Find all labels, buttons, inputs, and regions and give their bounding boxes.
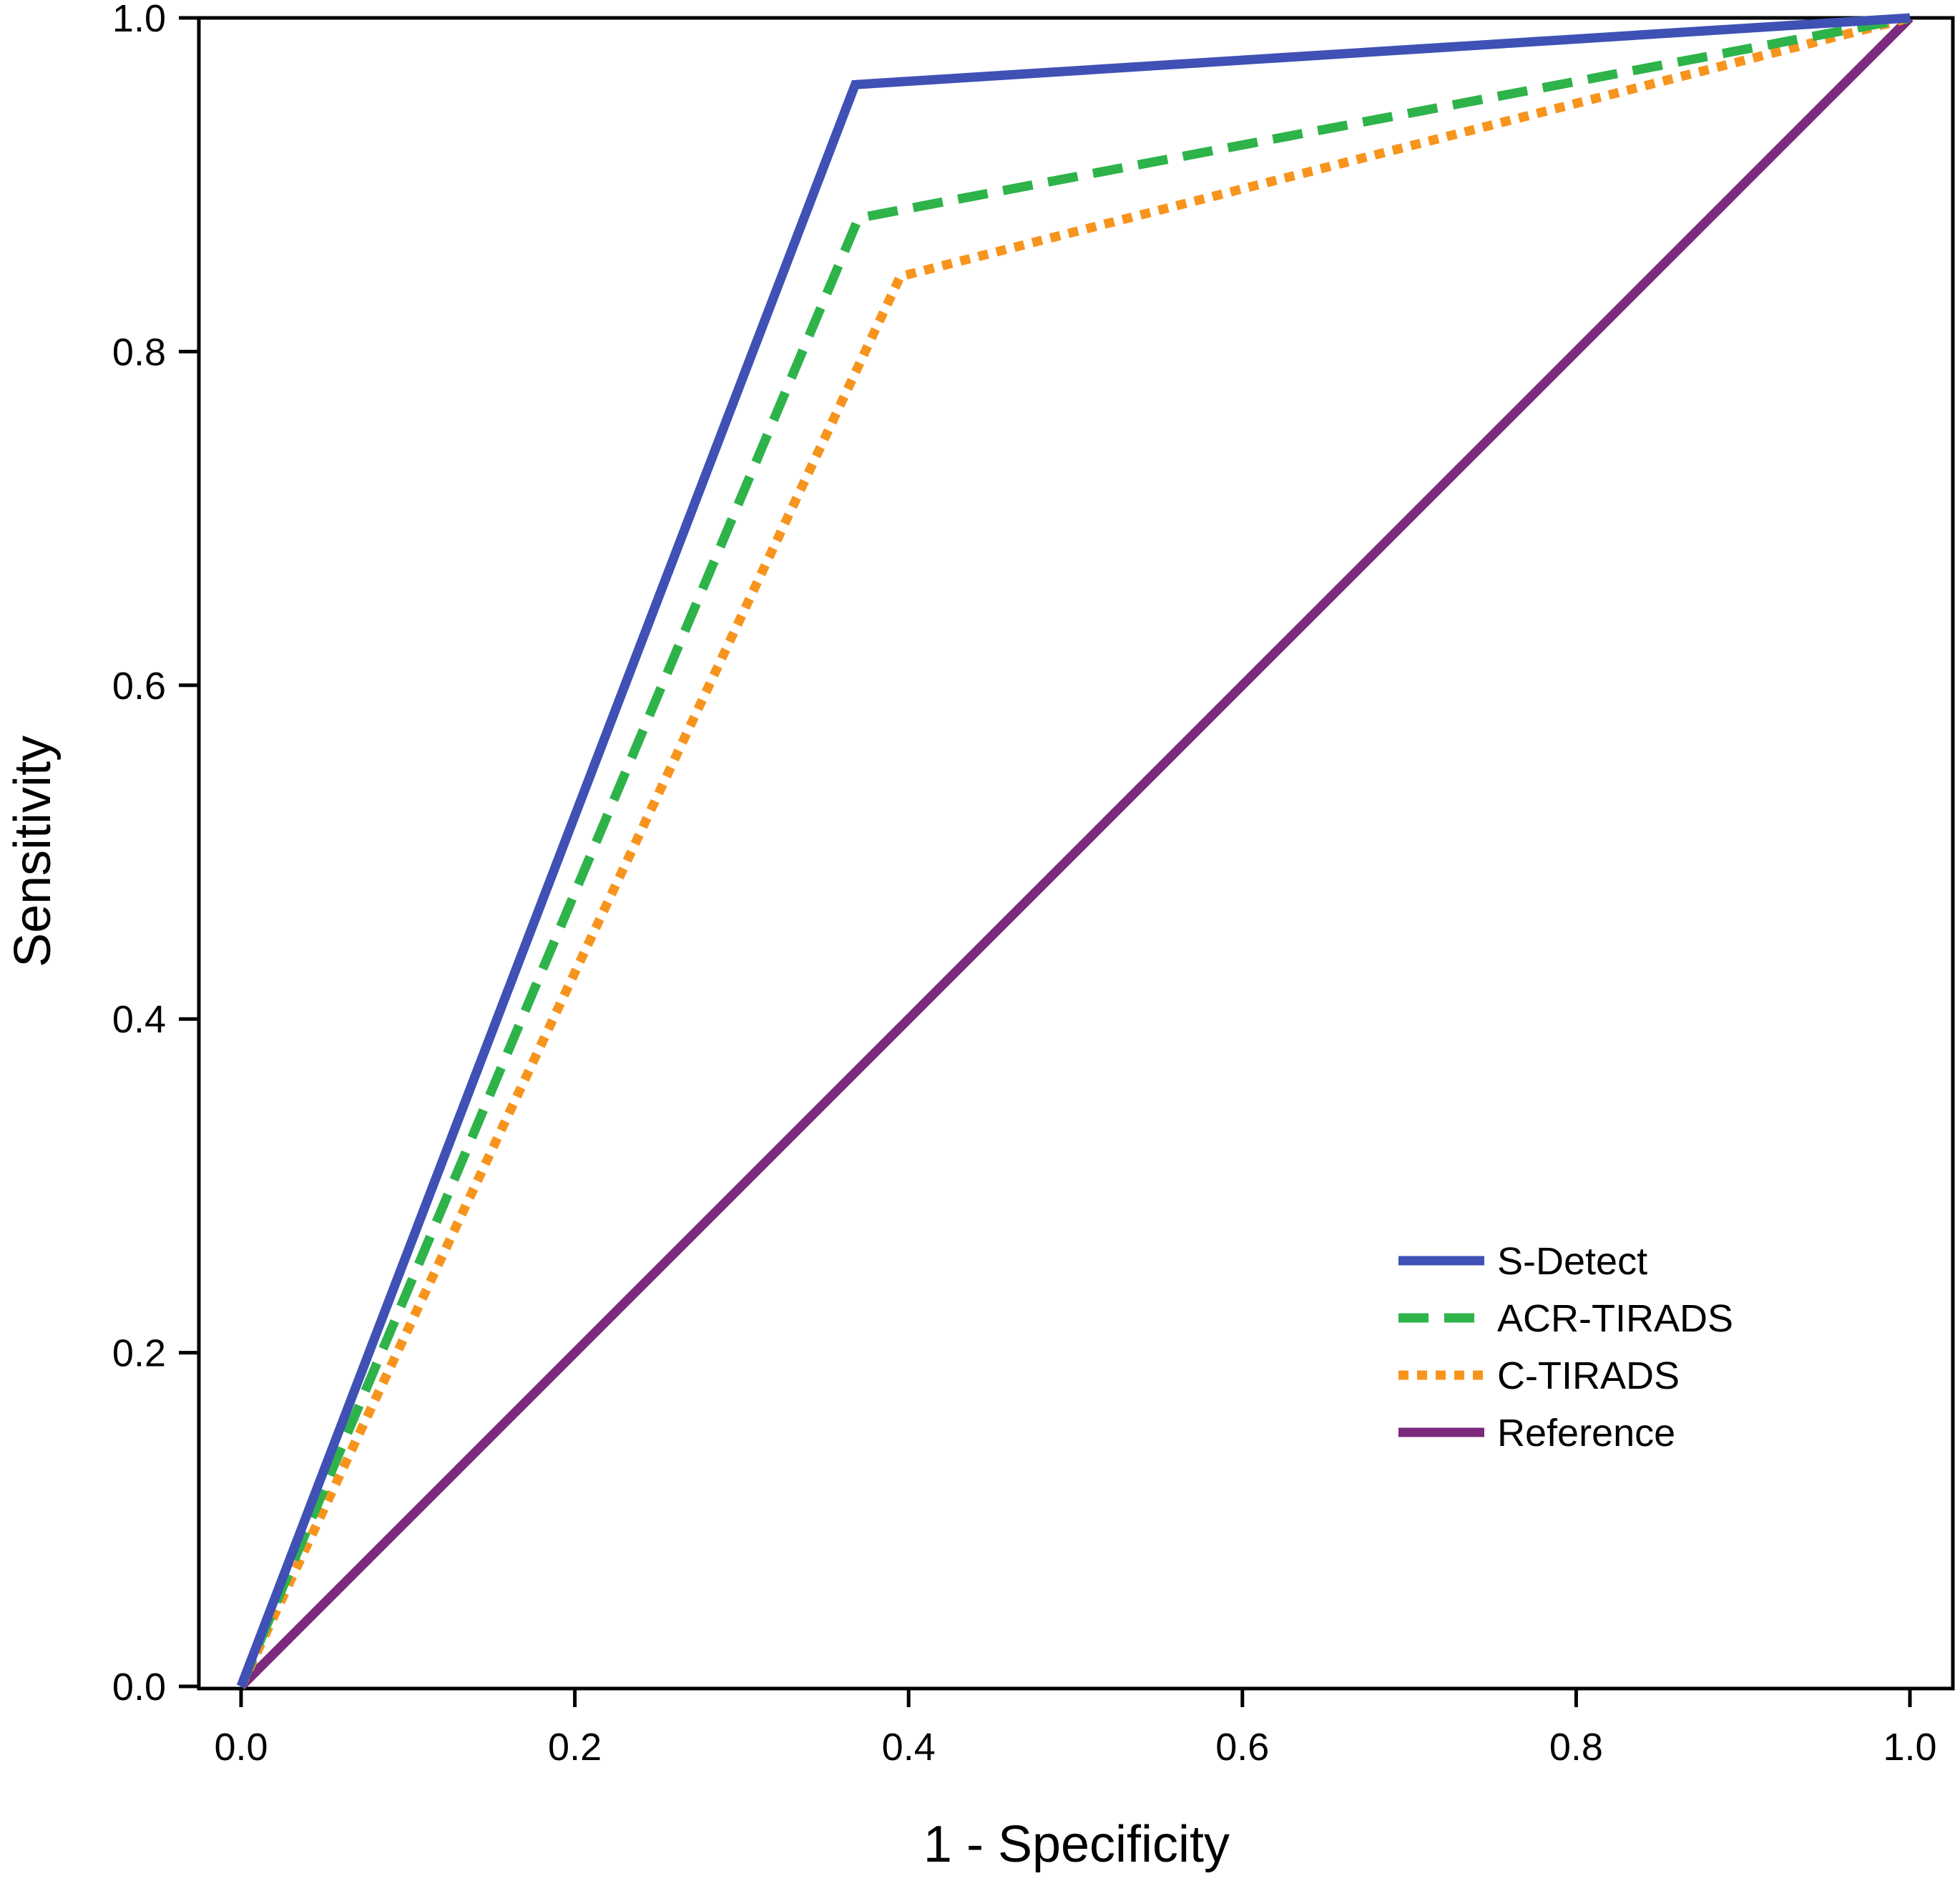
legend: S-Detect ACR-TIRADS C-TIRADS Reference	[1398, 1240, 1733, 1455]
y-tick-label: 0.2	[112, 1332, 166, 1375]
legend-label: C-TIRADS	[1497, 1354, 1680, 1397]
y-tick-label: 0.6	[112, 665, 166, 708]
x-tick-label: 0.8	[1549, 1726, 1603, 1769]
series-line-reference	[237, 14, 1914, 1690]
y-tick-label: 0.0	[112, 1666, 166, 1709]
plot-frame	[197, 16, 1955, 1691]
legend-label: Reference	[1497, 1412, 1675, 1455]
axes-layer: 0.0 0.2 0.4 0.6 0.8 1.0 0.0 0.2 0.4 0.6 0.8 1.0	[112, 0, 1937, 1769]
y-tick-label: 0.4	[112, 998, 166, 1041]
series-layer	[236, 13, 1914, 1690]
y-axis-title: Sensitivity	[4, 736, 62, 967]
series-line-c-tirads	[237, 13, 1911, 1689]
x-tick-label: 0.2	[548, 1726, 602, 1769]
y-tick-label: 0.8	[112, 331, 166, 373]
series-line-acr-tirads	[237, 13, 1911, 1689]
x-tick-label: 1.0	[1883, 1726, 1936, 1769]
series-line-s-detect	[236, 13, 1911, 1689]
legend-label: ACR-TIRADS	[1497, 1297, 1733, 1340]
y-tick-label: 1.0	[112, 0, 166, 40]
x-axis-title: 1 - Specificity	[923, 1816, 1230, 1873]
legend-label: S-Detect	[1497, 1240, 1647, 1283]
x-tick-label: 0.6	[1215, 1726, 1269, 1769]
x-tick-label: 0.0	[214, 1726, 268, 1769]
x-tick-label: 0.4	[882, 1726, 936, 1769]
